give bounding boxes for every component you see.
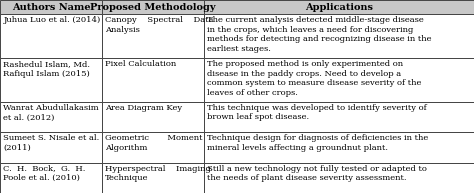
Bar	[0, 58, 102, 102]
Bar	[102, 0, 204, 14]
Bar	[102, 163, 204, 193]
Text: Pixel Calculation: Pixel Calculation	[105, 60, 176, 68]
Text: Canopy    Spectral    Data
Analysis: Canopy Spectral Data Analysis	[105, 16, 214, 34]
Text: Hyperspectral    Imaging
Technique: Hyperspectral Imaging Technique	[105, 165, 211, 182]
Text: Sumeet S. Nisale et al.
(2011): Sumeet S. Nisale et al. (2011)	[3, 134, 100, 152]
Text: Still a new technology not fully tested or adapted to
the needs of plant disease: Still a new technology not fully tested …	[207, 165, 427, 182]
Text: The proposed method is only experimented on
disease in the paddy crops. Need to : The proposed method is only experimented…	[207, 60, 421, 97]
Text: Area Diagram Key: Area Diagram Key	[105, 104, 182, 112]
Bar	[0, 132, 102, 163]
Text: Technique design for diagnosis of deficiencies in the
mineral levels affecting a: Technique design for diagnosis of defici…	[207, 134, 428, 152]
Text: Applications: Applications	[305, 3, 373, 12]
Text: Rashedul Islam, Md.
Rafiqul Islam (2015): Rashedul Islam, Md. Rafiqul Islam (2015)	[3, 60, 91, 78]
Bar	[0, 102, 102, 132]
Text: C.  H.  Bock,  G.  H.
Poole et al. (2010): C. H. Bock, G. H. Poole et al. (2010)	[3, 165, 86, 182]
Text: Wanrat Abudullakasim
et al. (2012): Wanrat Abudullakasim et al. (2012)	[3, 104, 99, 121]
Bar	[102, 58, 204, 102]
Text: Proposed Methodology: Proposed Methodology	[90, 3, 216, 12]
Bar	[204, 132, 474, 163]
Text: Authors Name: Authors Name	[12, 3, 90, 12]
Text: The current analysis detected middle-stage disease
in the crops, which leaves a : The current analysis detected middle-sta…	[207, 16, 432, 53]
Text: Geometric       Moment
Algorithm: Geometric Moment Algorithm	[105, 134, 203, 152]
Bar	[204, 0, 474, 14]
Bar	[0, 14, 102, 58]
Text: Juhua Luo et al. (2014): Juhua Luo et al. (2014)	[3, 16, 100, 24]
Bar	[0, 0, 102, 14]
Bar	[204, 102, 474, 132]
Bar	[0, 163, 102, 193]
Bar	[204, 163, 474, 193]
Text: This technique was developed to identify severity of
brown leaf spot disease.: This technique was developed to identify…	[207, 104, 427, 121]
Bar	[102, 14, 204, 58]
Bar	[204, 14, 474, 58]
Bar	[102, 132, 204, 163]
Bar	[102, 102, 204, 132]
Bar	[204, 58, 474, 102]
